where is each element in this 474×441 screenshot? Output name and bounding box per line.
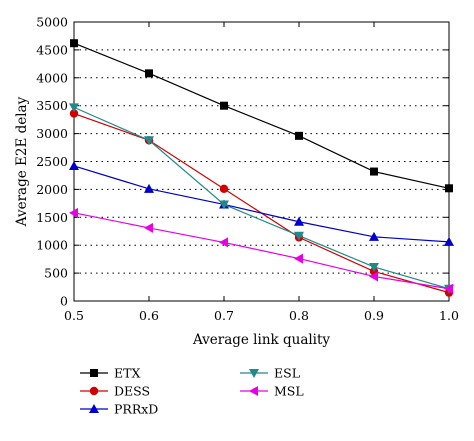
x-tick-label: 0.6 <box>139 308 159 323</box>
data-point-esl <box>294 231 304 241</box>
data-point-prrxd <box>369 231 379 241</box>
data-point-etx <box>220 101 228 110</box>
x-tick-label: 0.5 <box>64 308 84 323</box>
y-tick-label: 500 <box>44 266 68 281</box>
data-point-esl <box>219 200 229 210</box>
data-point-etx <box>295 131 303 140</box>
x-tick-label: 0.8 <box>289 308 309 323</box>
data-point-prrxd <box>294 216 304 226</box>
series-line-msl <box>73 212 450 290</box>
legend-label-dess: DESS <box>114 384 150 399</box>
series-line-dess <box>73 112 450 294</box>
data-point-msl <box>444 283 453 294</box>
data-point-prrxd <box>444 236 454 246</box>
data-point-etx <box>145 69 153 78</box>
axis-ticks: 0 500 1000 1500 2000 2500 3000 3500 4000 4500 5000… <box>36 15 459 324</box>
legend-label-esl: ESL <box>274 366 300 381</box>
y-tick-label: 2000 <box>36 182 68 197</box>
data-point-esl <box>144 136 154 146</box>
legend-item-esl: ESL <box>240 366 300 381</box>
x-tick-label: 0.7 <box>214 308 234 323</box>
data-point-etx <box>70 39 78 48</box>
y-tick-label: 1000 <box>36 238 68 253</box>
data-point-etx <box>370 167 378 176</box>
legend-marker-prrxd <box>89 404 99 413</box>
y-tick-label: 4500 <box>36 42 68 57</box>
series-prrxd <box>69 160 454 246</box>
grid-lines <box>74 49 449 274</box>
series-group <box>69 39 454 297</box>
series-esl <box>69 103 454 294</box>
data-point-msl <box>219 237 228 248</box>
series-line-prrxd <box>73 165 450 243</box>
legend-label-prrxd: PRRxD <box>114 402 158 417</box>
series-etx <box>70 39 453 193</box>
legend-item-msl: MSL <box>240 384 304 399</box>
legend-item-dess: DESS <box>80 384 150 399</box>
data-point-msl <box>294 253 303 264</box>
data-point-esl <box>369 262 379 272</box>
data-point-msl <box>369 271 378 282</box>
legend-marker-msl <box>249 386 258 396</box>
legend: ETX DESS PRRxD ESL MSL <box>80 366 304 417</box>
x-tick-label: 0.9 <box>364 308 384 323</box>
y-tick-label: 3000 <box>36 126 68 141</box>
x-axis-label: Average link quality <box>192 332 330 348</box>
legend-label-etx: ETX <box>114 366 140 381</box>
y-tick-label: 2500 <box>36 154 68 169</box>
data-point-esl <box>69 103 79 113</box>
data-point-prrxd <box>69 160 79 170</box>
series-line-esl <box>73 106 450 290</box>
y-tick-label: 4000 <box>36 70 68 85</box>
x-tick-label: 1.0 <box>439 308 459 323</box>
data-point-dess <box>219 184 229 194</box>
y-tick-label: 5000 <box>36 15 68 30</box>
y-tick-label: 1500 <box>36 210 68 225</box>
legend-item-prrxd: PRRxD <box>80 402 158 417</box>
legend-marker-dess <box>89 386 99 396</box>
data-point-prrxd <box>144 183 154 193</box>
series-msl <box>69 207 453 294</box>
data-point-msl <box>144 222 153 233</box>
data-point-etx <box>445 184 453 193</box>
legend-item-etx: ETX <box>80 366 140 381</box>
data-point-dess <box>69 109 79 118</box>
legend-marker-etx <box>90 369 98 377</box>
legend-label-msl: MSL <box>274 384 304 399</box>
legend-marker-esl <box>249 369 259 378</box>
y-tick-label: 3500 <box>36 98 68 113</box>
series-line-etx <box>73 42 450 189</box>
y-tick-label: 0 <box>60 294 68 309</box>
series-dess <box>69 109 454 297</box>
y-axis-label: Average E2E delay <box>14 96 30 227</box>
data-point-msl <box>69 207 78 218</box>
